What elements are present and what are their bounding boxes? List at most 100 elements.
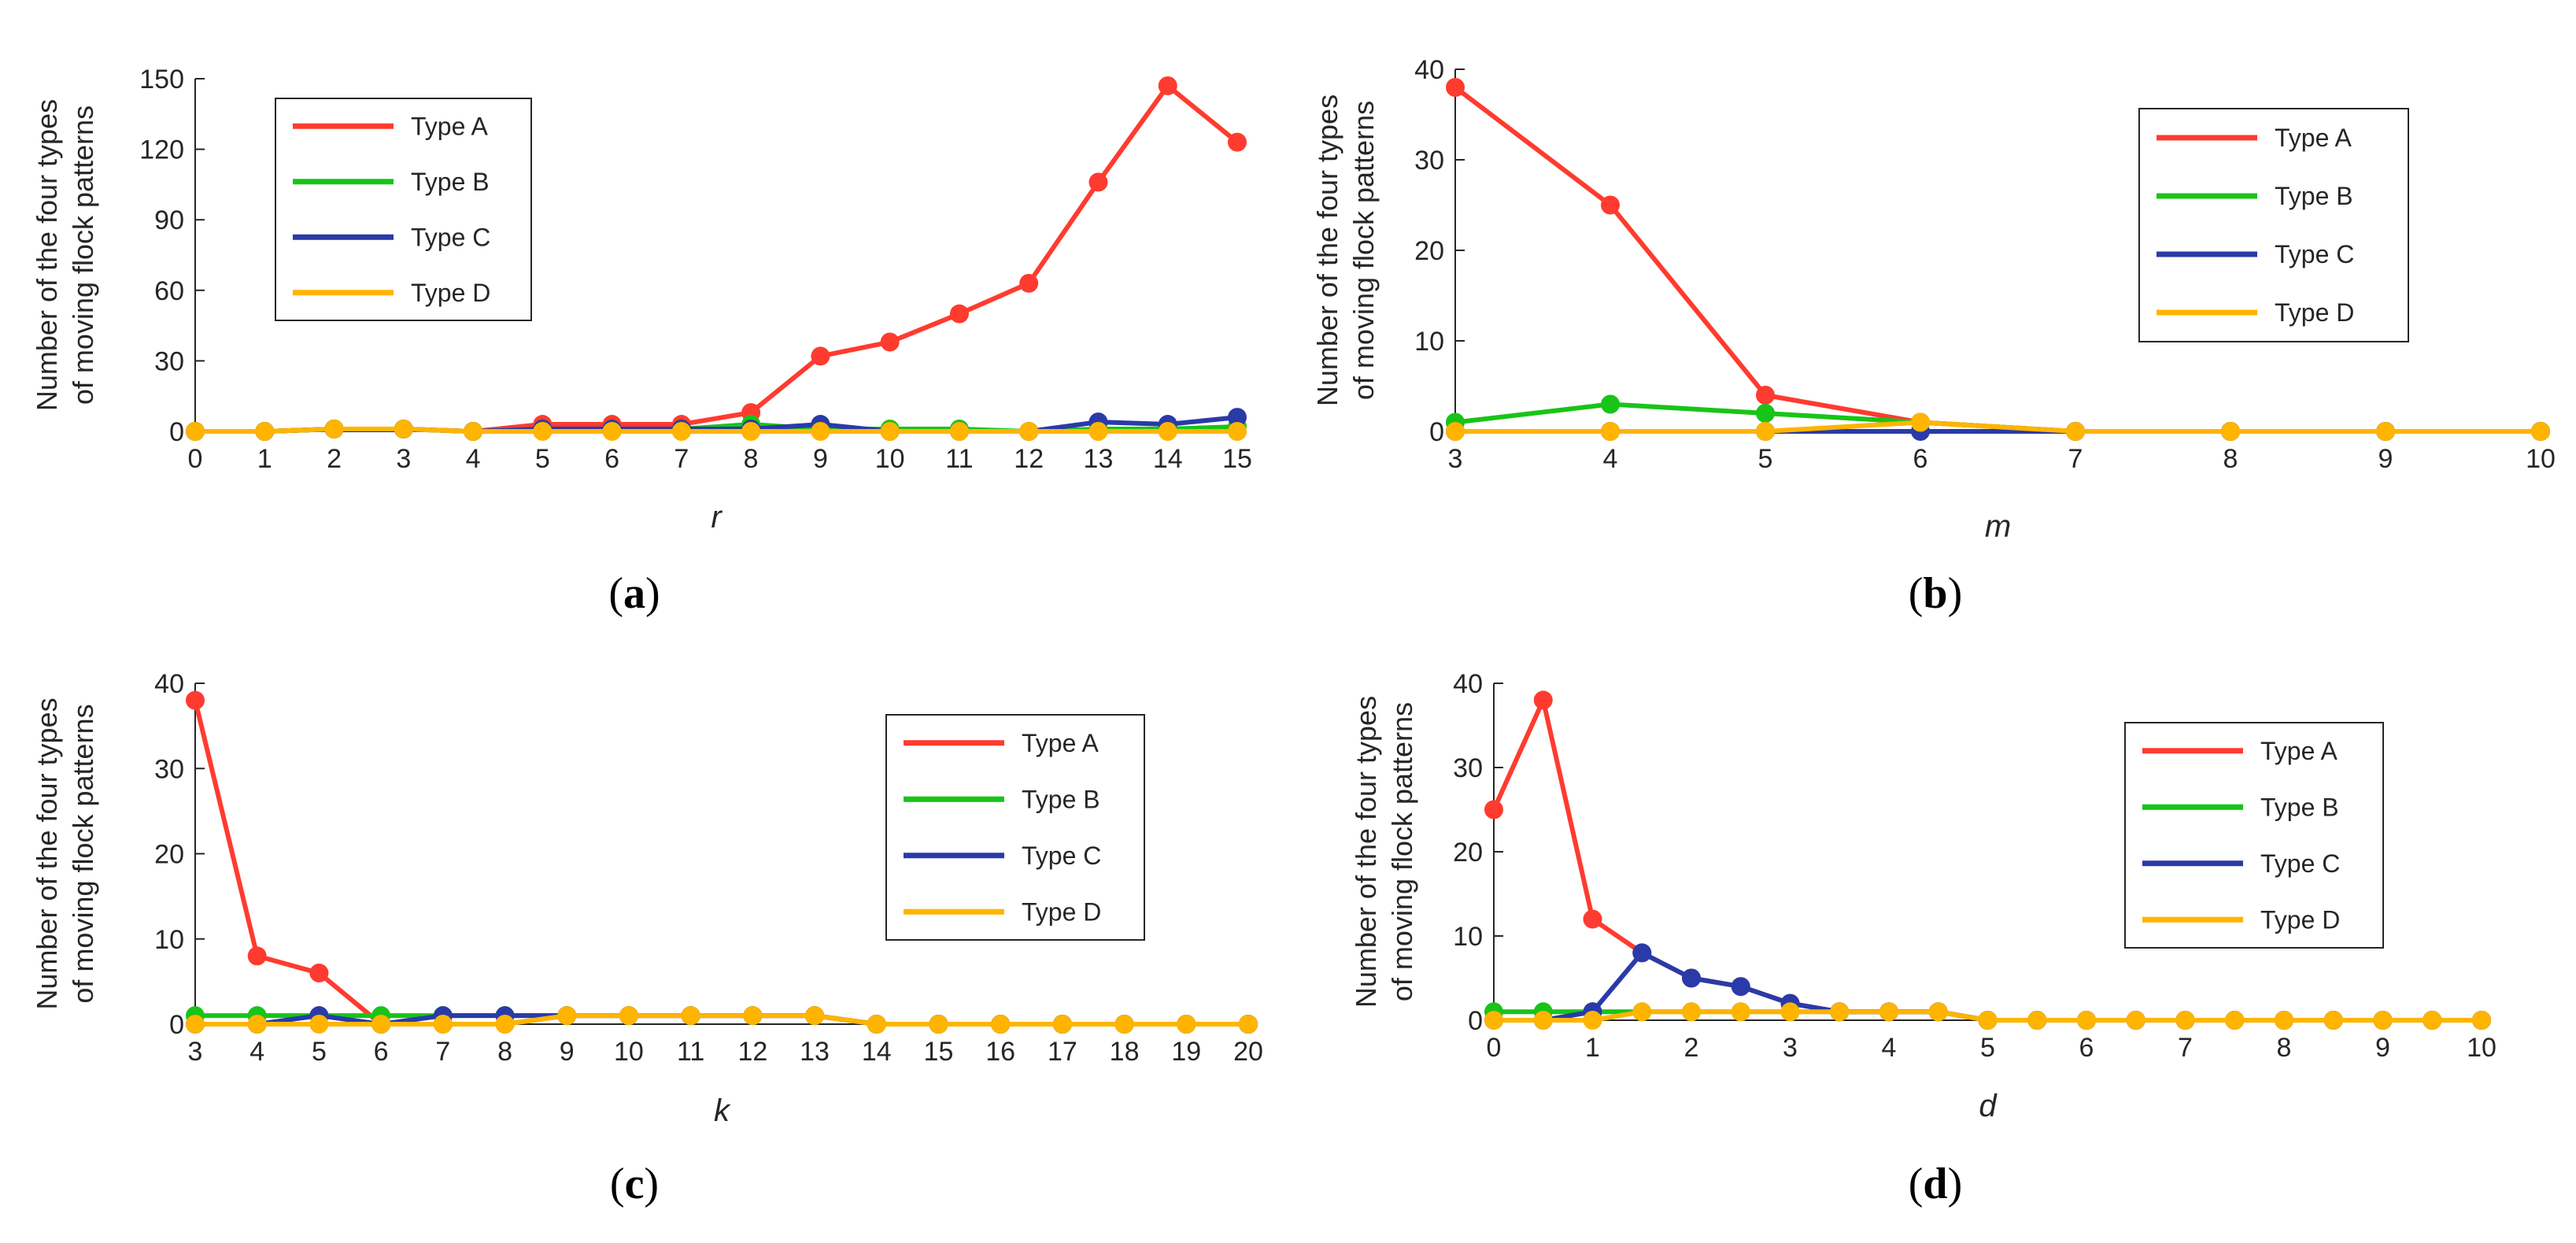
y-tick-label: 10 xyxy=(154,925,184,955)
data-point-type-d xyxy=(2126,1011,2145,1030)
data-point-type-d xyxy=(1158,422,1177,441)
x-axis-label: r xyxy=(711,500,723,535)
data-point-type-a xyxy=(1484,800,1503,819)
chart-d: 0 10 20 30 40 0 1 2 3 4 5 6 7 8 9 10 d Number of the four… xyxy=(1350,669,2497,1208)
data-point-type-d xyxy=(433,1015,453,1034)
data-point-type-d xyxy=(186,422,205,441)
y-tick-label: 0 xyxy=(1468,1006,1483,1036)
data-point-type-d xyxy=(2027,1011,2047,1030)
series-line-type-d xyxy=(195,1013,1248,1027)
data-point-type-a xyxy=(1601,195,1620,215)
panel-caption: (c) xyxy=(610,1160,659,1208)
y-tick-label: 30 xyxy=(154,754,184,784)
data-point-type-d xyxy=(671,422,691,441)
data-point-type-d xyxy=(880,422,900,441)
data-point-type-d xyxy=(495,1015,515,1034)
data-point-type-d xyxy=(867,1015,886,1034)
data-point-type-d xyxy=(929,1015,948,1034)
x-tick-label: 15 xyxy=(1222,444,1252,474)
legend-label: Type B xyxy=(2260,793,2339,821)
legend-label: Type A xyxy=(411,112,489,140)
x-tick-label: 11 xyxy=(945,444,973,474)
x-tick-label: 7 xyxy=(674,444,689,474)
x-tick-label: 6 xyxy=(374,1037,389,1067)
y-tick-label: 60 xyxy=(154,276,184,306)
y-tick-label: 90 xyxy=(154,205,184,235)
legend-label: Type D xyxy=(2275,298,2354,327)
x-tick-label: 10 xyxy=(2526,444,2556,474)
data-point-type-c xyxy=(1731,977,1750,997)
x-tick-label: 1 xyxy=(1585,1033,1600,1063)
x-tick-label: 9 xyxy=(560,1037,575,1067)
x-tick-label: 7 xyxy=(2068,444,2083,474)
x-tick-label: 13 xyxy=(1084,444,1114,474)
data-point-type-a xyxy=(1228,132,1247,152)
x-tick-label: 15 xyxy=(924,1037,954,1067)
legend-label: Type C xyxy=(2275,240,2354,268)
data-point-type-d xyxy=(1682,1002,1701,1022)
legend-label: Type D xyxy=(411,279,490,307)
x-tick-label: 2 xyxy=(1684,1033,1699,1063)
legend: Type A Type B Type C Type D xyxy=(2124,722,2384,949)
y-axis-label: of moving flock patterns xyxy=(1347,101,1380,400)
x-tick-label: 6 xyxy=(2079,1033,2094,1063)
x-tick-label: 3 xyxy=(1783,1033,1798,1063)
y-tick-label: 10 xyxy=(1453,922,1483,952)
legend-label: Type D xyxy=(1022,897,1101,926)
data-point-type-d xyxy=(1756,422,1775,441)
x-tick-label: 5 xyxy=(312,1037,327,1067)
y-tick-label: 150 xyxy=(139,65,184,94)
y-tick-label: 30 xyxy=(1414,146,1444,176)
chart-b: 0 10 20 30 40 3 4 5 6 7 8 9 10 m Number of the four ty… xyxy=(1311,55,2556,618)
data-point-type-d xyxy=(2373,1011,2393,1030)
data-point-type-d xyxy=(464,422,483,441)
data-point-type-d xyxy=(1911,412,1930,432)
data-point-type-d xyxy=(1533,1011,1553,1030)
x-tick-label: 4 xyxy=(249,1037,264,1067)
x-tick-label: 6 xyxy=(604,444,619,474)
x-tick-label: 2 xyxy=(327,444,342,474)
legend: Type A Type B Type C Type D xyxy=(2138,108,2409,342)
x-tick-label: 17 xyxy=(1048,1037,1077,1067)
data-point-type-a xyxy=(1158,76,1177,95)
x-tick-label: 14 xyxy=(862,1037,892,1067)
legend-box xyxy=(2124,722,2384,949)
data-point-type-d xyxy=(1780,1002,1800,1022)
data-point-type-d xyxy=(309,1015,329,1034)
data-point-type-a xyxy=(1088,172,1108,192)
y-axis-label: Number of the four types xyxy=(1350,696,1382,1008)
x-tick-label: 4 xyxy=(466,444,481,474)
data-point-type-d xyxy=(1228,422,1247,441)
x-tick-label: 18 xyxy=(1110,1037,1140,1067)
x-axis-label: k xyxy=(714,1093,731,1128)
data-point-type-d xyxy=(949,422,969,441)
data-point-type-d xyxy=(2175,1011,2195,1030)
y-tick-label: 20 xyxy=(1453,838,1483,868)
data-point-type-a xyxy=(1583,909,1602,929)
x-tick-label: 9 xyxy=(813,444,828,474)
series-line-type-d xyxy=(1455,420,2541,434)
x-tick-label: 10 xyxy=(614,1037,644,1067)
legend-label: Type D xyxy=(2260,905,2340,934)
x-tick-label: 8 xyxy=(497,1037,512,1067)
x-tick-label: 10 xyxy=(2467,1033,2497,1063)
x-tick-label: 11 xyxy=(677,1037,704,1067)
data-point-type-d xyxy=(2077,1011,2096,1030)
data-point-type-d xyxy=(2225,1011,2245,1030)
panel-caption: (b) xyxy=(1909,569,1962,618)
y-axis-label: of moving flock patterns xyxy=(1386,702,1418,1001)
x-axis-label: d xyxy=(1979,1089,1998,1123)
data-point-type-d xyxy=(991,1015,1011,1034)
data-point-type-a xyxy=(1446,78,1465,97)
x-tick-label: 8 xyxy=(744,444,759,474)
data-point-type-d xyxy=(371,1015,391,1034)
legend: Type A Type B Type C Type D xyxy=(275,98,532,321)
data-point-type-d xyxy=(1114,1015,1134,1034)
y-tick-label: 30 xyxy=(154,346,184,376)
data-point-type-a xyxy=(309,964,329,983)
data-point-type-d xyxy=(1632,1002,1652,1022)
y-axis-label: of moving flock patterns xyxy=(67,704,99,1003)
data-point-type-d xyxy=(394,420,413,439)
x-axis-label: m xyxy=(1985,509,2011,544)
data-point-type-a xyxy=(880,332,900,352)
